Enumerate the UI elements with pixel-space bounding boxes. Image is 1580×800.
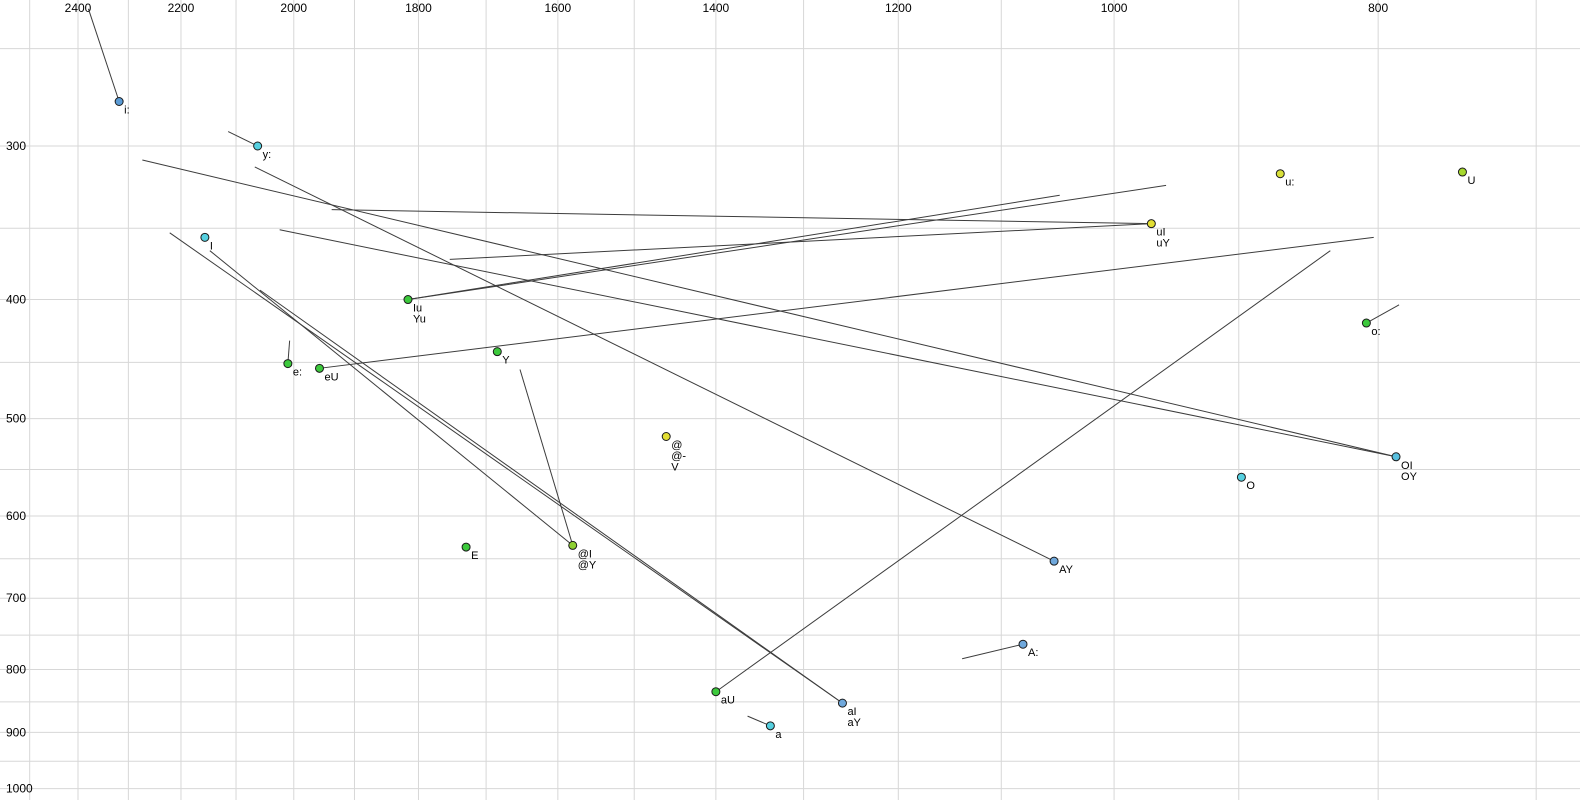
vowel-points	[114, 96, 1467, 731]
trajectory-au	[715, 250, 1331, 693]
trajectory-yu	[407, 184, 1167, 301]
trajectory-a	[962, 643, 1024, 660]
vowel-label-oy: OY	[1401, 471, 1418, 483]
vowel-label-i: @I	[578, 548, 592, 560]
vowel-point-y	[492, 347, 502, 357]
vowel-label-ay: AY	[1059, 564, 1074, 576]
y-tick-label-500: 500	[6, 412, 26, 426]
y-tick-label-300: 300	[6, 139, 26, 153]
trajectory-ai	[169, 232, 843, 704]
x-tick-label-2000: 2000	[280, 1, 307, 15]
x-tick-label-2200: 2200	[168, 1, 195, 15]
trajectory-y	[519, 369, 574, 546]
vowel-point-eu	[314, 363, 324, 373]
vowel-point-e	[283, 359, 293, 369]
vowel-label-e: E	[471, 550, 478, 562]
vowel-label-ui: uI	[1156, 227, 1165, 239]
x-tick-label-1200: 1200	[885, 1, 912, 15]
vowel-label-a: a	[775, 729, 782, 741]
vowel-point-au	[711, 687, 721, 697]
vowel-point-i	[114, 96, 124, 106]
trajectory-eu	[319, 236, 1374, 369]
x-tick-label-1800: 1800	[405, 1, 432, 15]
trajectory-ay	[254, 166, 1055, 562]
trajectory-ay	[259, 289, 843, 704]
vowel-label-eu: eU	[324, 371, 338, 383]
diphthong-trajectories	[87, 8, 1400, 727]
x-tick-label-1400: 1400	[703, 1, 730, 15]
vowel-point-u	[1457, 167, 1467, 177]
vowel-point-u	[1275, 169, 1285, 179]
y-axis-tick-labels: 300 400 500 600 700 800 900 1000	[6, 139, 33, 796]
vowel-label-yu: Yu	[413, 314, 426, 326]
vowel-label-i: i:	[124, 104, 130, 116]
trajectory-oy	[279, 229, 1397, 458]
vowel-point-a	[765, 721, 775, 731]
vowel-point-o	[1361, 318, 1371, 328]
trajectory-y	[227, 131, 258, 147]
vowel-point-a	[1018, 639, 1028, 649]
vowel-label-i: I	[210, 240, 213, 252]
trajectory-uy	[449, 223, 1152, 260]
vowel-label-o: o:	[1371, 326, 1380, 338]
x-tick-label-1600: 1600	[544, 1, 571, 15]
vowel-label-u: U	[1467, 175, 1475, 187]
x-axis-tick-labels: 2400 2200 2000 1800 1600 1400 1200 1000 800	[65, 1, 1389, 15]
vowel-point-oi	[1391, 452, 1401, 462]
vowel-label-au: aU	[721, 695, 735, 707]
vowel-point-iu	[403, 295, 413, 305]
vowel-point-y	[253, 141, 263, 151]
y-tick-label-900: 900	[6, 725, 26, 739]
y-tick-label-400: 400	[6, 293, 26, 307]
vowel-label-a: A:	[1028, 647, 1038, 659]
trajectory-i	[209, 250, 574, 546]
vowel-point-ai	[837, 698, 847, 708]
trajectory-o	[1366, 304, 1400, 324]
vowel-label-p11l1: @-	[671, 450, 686, 462]
vowel-label-u: u:	[1285, 177, 1294, 189]
trajectory-oi	[142, 159, 1397, 458]
x-tick-label-2400: 2400	[65, 1, 92, 15]
vowel-point-i	[568, 540, 578, 550]
vowel-label-oi: OI	[1401, 460, 1413, 472]
vowel-label-ai: aI	[847, 706, 856, 718]
vowel-label-ay: aY	[847, 717, 861, 729]
vowel-label-uy: uY	[1156, 238, 1170, 250]
y-tick-label-600: 600	[6, 509, 26, 523]
trajectory-i	[87, 8, 120, 102]
y-tick-label-700: 700	[6, 591, 26, 605]
trajectory-iu	[407, 194, 1060, 301]
vowel-point-ui	[1146, 219, 1156, 229]
vowel-label-y: Y	[502, 355, 510, 367]
vowel-point-p11	[661, 431, 671, 441]
vowel-label-iu: Iu	[413, 303, 422, 315]
trajectory-ui	[331, 209, 1152, 225]
vowel-label-y: y:	[263, 149, 272, 161]
x-tick-label-1000: 1000	[1101, 1, 1128, 15]
vowel-label-v: V	[671, 461, 679, 473]
vowel-point-e	[461, 542, 471, 552]
vowel-label-e: e:	[293, 367, 302, 379]
y-tick-label-800: 800	[6, 663, 26, 677]
x-tick-label-800: 800	[1368, 1, 1388, 15]
vowel-label-o: O	[1246, 480, 1255, 492]
vowel-point-o	[1236, 472, 1246, 482]
vowel-label-y: @Y	[578, 559, 597, 571]
vowel-point-ay	[1049, 556, 1059, 566]
vowel-point-i	[200, 232, 210, 242]
vowel-label-p11l0: @	[671, 439, 682, 451]
y-tick-label-1000: 1000	[6, 782, 33, 796]
